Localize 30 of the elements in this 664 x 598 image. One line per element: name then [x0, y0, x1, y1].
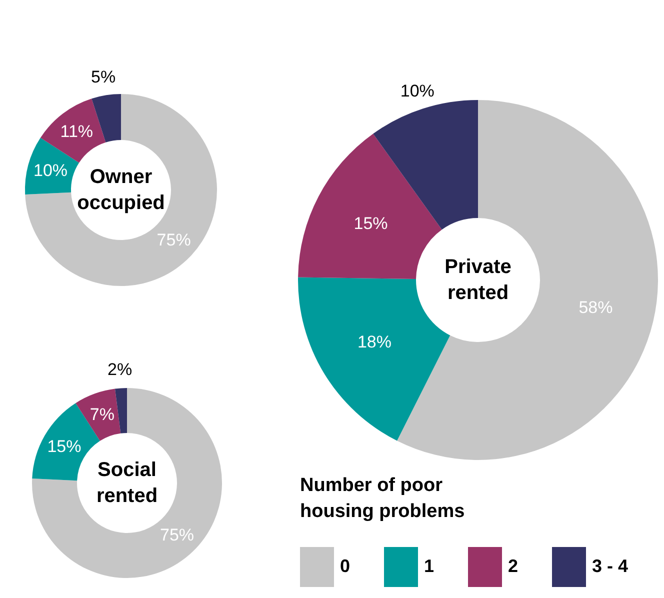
donut-slice: [25, 138, 80, 194]
text: Social rented: [96, 459, 158, 507]
data-label: 15%: [354, 214, 388, 233]
donut-slice: [92, 94, 121, 142]
data-label: 2%: [108, 360, 132, 380]
legend-label: 3 - 4: [592, 556, 628, 576]
text: Private rented: [444, 256, 512, 304]
legend-label: 1: [424, 556, 434, 576]
legend-label: 0: [340, 556, 350, 576]
data-label: 10%: [400, 82, 434, 100]
data-label: 10%: [34, 160, 68, 180]
donut-slice: [397, 100, 658, 460]
data-label: 58%: [578, 298, 613, 317]
donut-slice: [114, 388, 127, 434]
donut-slice: [32, 388, 222, 578]
data-label: 5%: [91, 67, 116, 86]
donut-slice: [25, 94, 217, 286]
data-label: 11%: [60, 122, 94, 142]
text: Owner occupied: [77, 166, 165, 214]
legend-label: 2: [508, 556, 518, 576]
donut-slice: [298, 277, 450, 441]
donut-slice: [76, 388, 121, 441]
data-label: 18%: [357, 332, 392, 352]
legend-title: Number of poor housing problems: [300, 475, 465, 522]
data-label: 7%: [90, 404, 114, 424]
data-label: 75%: [156, 230, 191, 250]
donut-slice: [298, 134, 442, 280]
data-label: 15%: [47, 436, 82, 456]
donut-slice: [40, 98, 106, 163]
data-label: 75%: [160, 525, 194, 544]
